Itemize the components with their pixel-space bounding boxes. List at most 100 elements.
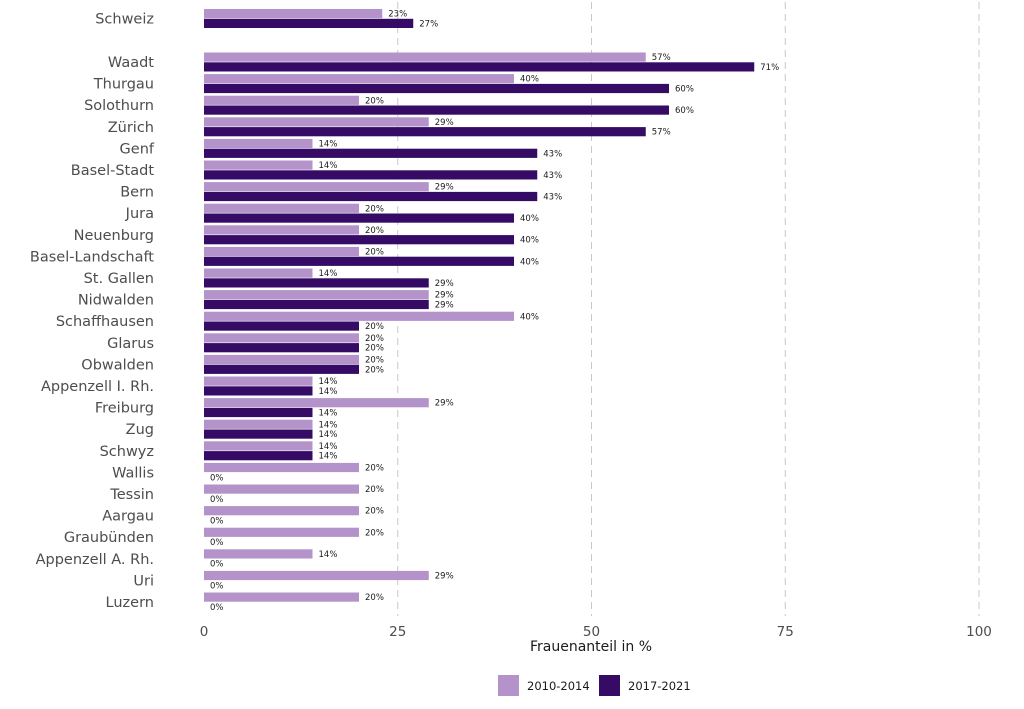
value-label-2017-2021-waadt: 71% (760, 63, 779, 73)
value-label-2010-2014-zug: 14% (319, 420, 338, 430)
category-label-graubunden: Graubünden (64, 530, 154, 546)
bar-2017-2021-jura (204, 213, 514, 223)
value-label-2010-2014-zurich: 29% (435, 118, 454, 128)
bar-2010-2014-basel-landschaft (204, 246, 359, 257)
bar-2017-2021-basel-landschaft (204, 256, 514, 266)
bars (204, 9, 755, 602)
bar-2010-2014-genf (204, 138, 313, 149)
bar-2017-2021-bern (204, 191, 538, 202)
bar-2010-2014-zug (204, 419, 313, 429)
value-label-2017-2021-aargau: 0% (210, 517, 224, 527)
x-tick-label-100: 100 (966, 624, 992, 640)
value-label-2010-2014-appenzell-i-rh: 14% (319, 377, 338, 387)
value-label-2017-2021-schweiz: 27% (419, 19, 438, 29)
value-label-2010-2014-st-gallen: 14% (319, 269, 338, 279)
value-label-2010-2014-jura: 20% (365, 204, 384, 214)
legend-swatch-2017-2021 (599, 675, 620, 696)
bar-2010-2014-bern (204, 182, 429, 192)
category-label-freiburg: Freiburg (95, 401, 154, 417)
value-label-2017-2021-zurich: 57% (652, 128, 671, 138)
value-label-2017-2021-solothurn: 60% (675, 106, 694, 116)
bar-2010-2014-glarus (204, 333, 359, 343)
value-label-2017-2021-luzern: 0% (210, 603, 224, 613)
category-label-thurgau: Thurgau (93, 77, 154, 93)
value-label-2010-2014-glarus: 20% (365, 334, 384, 344)
value-label-2017-2021-wallis: 0% (210, 473, 224, 483)
category-label-bern: Bern (120, 185, 154, 201)
x-tick-label-25: 25 (389, 624, 406, 640)
gridlines (397, 2, 980, 616)
bar-2010-2014-wallis (204, 462, 359, 473)
bar-2017-2021-waadt (204, 62, 755, 72)
value-label-2010-2014-luzern: 20% (365, 593, 384, 603)
category-label-schaffhausen: Schaffhausen (56, 314, 154, 330)
value-label-2017-2021-genf: 43% (543, 149, 562, 159)
value-label-2017-2021-bern: 43% (543, 193, 562, 203)
value-label-2017-2021-schaffhausen: 20% (365, 322, 384, 332)
bar-2010-2014-jura (204, 203, 359, 213)
bar-2017-2021-schaffhausen (204, 321, 359, 331)
bar-2010-2014-st-gallen (204, 268, 313, 278)
x-tick-label-75: 75 (777, 624, 794, 640)
category-labels: Schweiz Waadt Thurgau Solothurn Zürich Genf Ba… (30, 12, 155, 612)
value-label-2010-2014-obwalden: 20% (365, 356, 384, 366)
category-label-obwalden: Obwalden (81, 357, 154, 373)
value-label-2017-2021-thurgau: 60% (675, 85, 694, 95)
bar-2010-2014-neuenburg (204, 225, 359, 235)
value-label-2017-2021-graubunden: 0% (210, 538, 224, 548)
bar-2010-2014-schwyz (204, 441, 313, 451)
x-tick-label-50: 50 (583, 624, 600, 640)
value-label-2010-2014-wallis: 20% (365, 464, 384, 474)
value-label-2017-2021-nidwalden: 29% (435, 301, 454, 311)
category-label-schweiz: Schweiz (95, 12, 154, 28)
category-label-luzern: Luzern (106, 595, 154, 611)
bar-2017-2021-st-gallen (204, 278, 429, 288)
category-label-aargau: Aargau (102, 509, 154, 525)
value-label-2010-2014-genf: 14% (319, 140, 338, 150)
x-axis-ticks: 0 25 50 75 100 (200, 624, 992, 640)
value-label-2017-2021-basel-stadt: 43% (543, 171, 562, 181)
value-label-2017-2021-freiburg: 14% (319, 409, 338, 419)
bar-2017-2021-solothurn (204, 105, 669, 115)
legend-label-2010-2014: 2010-2014 (527, 679, 590, 693)
value-label-2017-2021-appenzell-a-rh: 0% (210, 560, 224, 570)
category-label-appenzell-i-rh: Appenzell I. Rh. (41, 379, 154, 395)
legend-label-2017-2021: 2017-2021 (628, 679, 691, 693)
value-label-2017-2021-st-gallen: 29% (435, 279, 454, 289)
bar-2010-2014-obwalden (204, 354, 359, 365)
value-label-2010-2014-basel-stadt: 14% (319, 161, 338, 171)
bar-2017-2021-freiburg (204, 407, 313, 418)
value-label-2017-2021-jura: 40% (520, 214, 539, 224)
bar-2010-2014-graubunden (204, 527, 359, 537)
value-label-2010-2014-nidwalden: 29% (435, 291, 454, 301)
category-label-zurich: Zürich (108, 120, 154, 136)
category-label-genf: Genf (120, 141, 155, 157)
bar-2017-2021-schweiz (204, 18, 414, 28)
category-label-waadt: Waadt (108, 55, 154, 71)
bar-2010-2014-appenzell-i-rh (204, 376, 313, 386)
category-label-basel-stadt: Basel-Stadt (71, 163, 155, 179)
value-label-2010-2014-graubunden: 20% (365, 528, 384, 538)
value-label-2010-2014-freiburg: 29% (435, 399, 454, 409)
value-label-2010-2014-uri: 29% (435, 572, 454, 582)
value-label-2010-2014-bern: 29% (435, 183, 454, 193)
legend: 2010-2014 2017-2021 (498, 675, 691, 696)
bar-2010-2014-freiburg (204, 398, 429, 408)
category-label-solothurn: Solothurn (84, 98, 154, 114)
bar-2010-2014-tessin (204, 484, 359, 494)
category-label-appenzell-a-rh: Appenzell A. Rh. (36, 552, 154, 568)
value-label-2010-2014-basel-landschaft: 20% (365, 248, 384, 258)
category-label-neuenburg: Neuenburg (74, 228, 154, 244)
value-label-2017-2021-schwyz: 14% (319, 452, 338, 462)
bar-2017-2021-zug (204, 429, 313, 439)
bar-2017-2021-zurich (204, 127, 646, 137)
value-label-2010-2014-thurgau: 40% (520, 75, 539, 85)
value-label-2010-2014-waadt: 57% (652, 53, 671, 63)
category-label-st-gallen: St. Gallen (84, 271, 154, 287)
value-label-2017-2021-neuenburg: 40% (520, 236, 539, 246)
value-label-2017-2021-appenzell-i-rh: 14% (319, 387, 338, 397)
value-label-2010-2014-schwyz: 14% (319, 442, 338, 452)
bar-2017-2021-genf (204, 148, 538, 158)
value-labels: 23% 27% 57% 71% 40% 60% 20% 60% 29% 57% 14% 43% 14% 4… (210, 10, 779, 613)
